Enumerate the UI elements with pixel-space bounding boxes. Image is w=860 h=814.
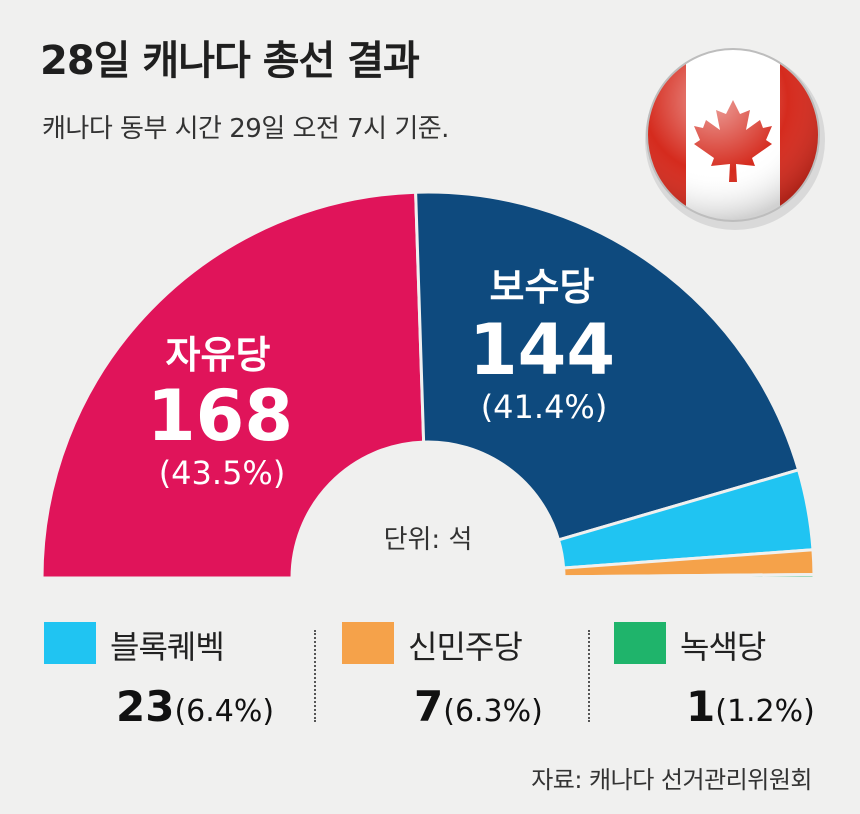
seat-arc-conservative xyxy=(414,190,801,542)
seat-arc-green xyxy=(562,572,816,580)
party-label-conservative: 보수당 xyxy=(490,265,595,309)
legend-value-bloc: 23(6.4%) xyxy=(116,682,274,731)
unit-label: 단위: 석 xyxy=(384,525,473,555)
seats-ndp: 7 xyxy=(414,682,444,731)
canada-flag-icon xyxy=(645,48,825,230)
pct-liberal: (43.5%) xyxy=(159,454,286,492)
seats-conservative: 144 xyxy=(469,309,615,391)
legend-swatch-ndp xyxy=(342,622,394,664)
pct-ndp: (6.3%) xyxy=(443,694,543,729)
legend-divider xyxy=(588,630,590,722)
seat-arc-liberal xyxy=(40,190,426,580)
legend-swatch-bloc xyxy=(44,622,96,664)
legend-value-green: 1(1.2%) xyxy=(686,682,815,731)
chart-subtitle: 캐나다 동부 시간 29일 오전 7시 기준. xyxy=(42,114,449,144)
seats-bloc: 23 xyxy=(116,682,175,731)
pct-green: (1.2%) xyxy=(715,694,815,729)
legend-label-bloc: 블록퀘벡 xyxy=(110,628,225,666)
legend-label-ndp: 신민주당 xyxy=(408,628,523,666)
pct-bloc: (6.4%) xyxy=(174,694,275,729)
legend-value-ndp: 7(6.3%) xyxy=(414,682,543,731)
source-note: 자료: 캐나다 선거관리위원회 xyxy=(531,766,812,794)
seats-green: 1 xyxy=(686,682,716,731)
legend-label-green: 녹색당 xyxy=(680,628,766,666)
pct-conservative: (41.4%) xyxy=(481,388,608,426)
party-label-liberal: 자유당 xyxy=(166,333,271,377)
seats-liberal: 168 xyxy=(147,375,293,457)
legend-swatch-green xyxy=(614,622,666,664)
chart-title: 28일 캐나다 총선 결과 xyxy=(40,38,420,84)
legend-divider xyxy=(314,630,316,722)
